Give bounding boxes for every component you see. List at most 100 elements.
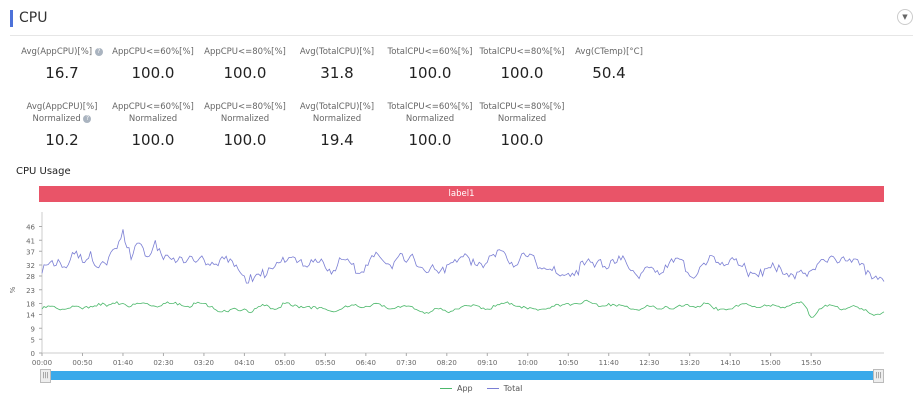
- metric-label: Avg(CTemp)[°C]: [561, 46, 657, 58]
- metric-card: Avg(TotalCPU)[%] Normalized 19.4: [289, 101, 385, 149]
- y-tick-label: 32: [26, 262, 35, 270]
- metric-label-text: TotalCPU<=80%[%]: [479, 102, 565, 112]
- legend-label-total: Total: [503, 384, 523, 393]
- y-tick-label: 46: [26, 224, 35, 232]
- metric-sublabel: Normalized: [382, 113, 478, 125]
- metric-sublabel: Normalized: [105, 113, 201, 125]
- slider-start-handle[interactable]: |||: [40, 369, 51, 383]
- metric-value: 100.0: [408, 64, 452, 82]
- help-icon[interactable]: ?: [94, 47, 103, 56]
- x-tick-label: 00:00: [32, 359, 52, 367]
- x-tick-label: 05:50: [315, 359, 335, 367]
- metric-card: AppCPU<=60%[%] Normalized 100.0: [105, 101, 201, 149]
- metric-value: 10.2: [45, 131, 79, 149]
- metric-value: 100.0: [223, 131, 267, 149]
- metric-card: AppCPU<=80%[%] Normalized 100.0: [197, 101, 293, 149]
- metric-label: Avg(AppCPU)[%]: [14, 101, 110, 113]
- label-band[interactable]: label1: [39, 186, 884, 202]
- x-tick-label: 15:00: [761, 359, 781, 367]
- series-line-app: [41, 299, 885, 318]
- x-tick-label: 09:10: [477, 359, 497, 367]
- chevron-down-circle-icon[interactable]: ▼: [897, 9, 913, 25]
- metric-card: TotalCPU<=80%[%] 100.0: [474, 46, 570, 82]
- metric-sublabel: Normalized ?: [14, 113, 110, 125]
- metric-card: TotalCPU<=60%[%] 100.0: [382, 46, 478, 82]
- slider-end-handle[interactable]: |||: [873, 369, 884, 383]
- metric-value: 100.0: [131, 131, 175, 149]
- metric-label-text: TotalCPU<=60%[%]: [387, 47, 473, 57]
- x-tick-label: 03:20: [194, 359, 214, 367]
- x-tick-label: 10:50: [558, 359, 578, 367]
- metric-label: TotalCPU<=80%[%]: [474, 46, 570, 58]
- panel-header: CPU: [10, 8, 47, 28]
- metric-label: AppCPU<=60%[%]: [105, 101, 201, 113]
- metric-label: TotalCPU<=60%[%]: [382, 101, 478, 113]
- y-tick-label: 18: [26, 301, 35, 309]
- metric-label-text: Avg(AppCPU)[%]: [26, 102, 98, 112]
- legend-item-total[interactable]: Total: [486, 384, 523, 393]
- metric-label-text: AppCPU<=60%[%]: [112, 47, 194, 57]
- metric-label: Avg(TotalCPU)[%]: [289, 101, 385, 113]
- x-tick-label: 14:10: [720, 359, 740, 367]
- chart-legend: App Total: [440, 384, 522, 393]
- x-tick-label: 05:00: [275, 359, 295, 367]
- y-axis-label: %: [9, 286, 17, 293]
- header-accent-bar: [10, 9, 13, 27]
- y-tick-label: 5: [31, 336, 35, 344]
- x-tick-label: 08:20: [437, 359, 457, 367]
- chart-title: CPU Usage: [16, 166, 71, 177]
- metric-card: Avg(CTemp)[°C] 50.4: [561, 46, 657, 82]
- legend-label-app: App: [457, 384, 473, 393]
- metric-label: TotalCPU<=80%[%]: [474, 101, 570, 113]
- metric-sublabel: Normalized: [289, 113, 385, 125]
- metric-value: 100.0: [500, 64, 544, 82]
- metric-sublabel-text: Normalized: [220, 114, 270, 124]
- metric-label-text: Avg(CTemp)[°C]: [575, 47, 643, 57]
- x-tick-label: 13:20: [680, 359, 700, 367]
- x-tick-label: 07:30: [396, 359, 416, 367]
- x-tick-label: 11:40: [599, 359, 619, 367]
- y-tick-label: 9: [31, 325, 35, 333]
- metric-value: 100.0: [131, 64, 175, 82]
- metric-label-text: Avg(TotalCPU)[%]: [299, 47, 375, 57]
- y-tick-label: 0: [31, 350, 35, 358]
- metric-label-text: AppCPU<=80%[%]: [204, 47, 286, 57]
- metric-label: TotalCPU<=60%[%]: [382, 46, 478, 58]
- metric-label: AppCPU<=80%[%]: [197, 46, 293, 58]
- metric-label-text: Avg(TotalCPU)[%]: [299, 102, 375, 112]
- x-tick-label: 06:40: [356, 359, 376, 367]
- time-range-slider[interactable]: [40, 371, 883, 380]
- x-tick-label: 00:50: [72, 359, 92, 367]
- legend-swatch-total: [486, 387, 499, 390]
- metric-sublabel-text: Normalized: [32, 114, 81, 124]
- metric-card: AppCPU<=60%[%] 100.0: [105, 46, 201, 82]
- metric-card: TotalCPU<=80%[%] Normalized 100.0: [474, 101, 570, 149]
- legend-item-app[interactable]: App: [440, 384, 473, 393]
- y-tick-label: 14: [26, 312, 35, 320]
- metric-value: 100.0: [223, 64, 267, 82]
- header-divider: [10, 35, 913, 36]
- x-tick-label: 02:30: [153, 359, 173, 367]
- y-tick-label: 28: [26, 273, 35, 281]
- metric-card: Avg(AppCPU)[%] ? 16.7: [14, 46, 110, 82]
- panel-title: CPU: [19, 10, 48, 26]
- metric-label: AppCPU<=60%[%]: [105, 46, 201, 58]
- x-tick-label: 04:10: [234, 359, 254, 367]
- metric-sublabel-text: Normalized: [405, 114, 455, 124]
- metric-label-text: Avg(AppCPU)[%]: [21, 47, 93, 57]
- metric-card: TotalCPU<=60%[%] Normalized 100.0: [382, 101, 478, 149]
- metric-value: 31.8: [320, 64, 354, 82]
- metric-sublabel-text: Normalized: [312, 114, 362, 124]
- x-tick-label: 01:40: [113, 359, 133, 367]
- series-line-total: [41, 229, 885, 284]
- metric-label-text: AppCPU<=60%[%]: [112, 102, 194, 112]
- metric-label-text: AppCPU<=80%[%]: [204, 102, 286, 112]
- x-tick-label: 15:50: [801, 359, 821, 367]
- metric-label: Avg(TotalCPU)[%]: [289, 46, 385, 58]
- metric-value: 19.4: [320, 131, 354, 149]
- metric-sublabel-text: Normalized: [497, 114, 547, 124]
- metric-value: 100.0: [500, 131, 544, 149]
- metric-value: 16.7: [45, 64, 79, 82]
- help-icon[interactable]: ?: [83, 114, 92, 123]
- metric-label-text: TotalCPU<=60%[%]: [387, 102, 473, 112]
